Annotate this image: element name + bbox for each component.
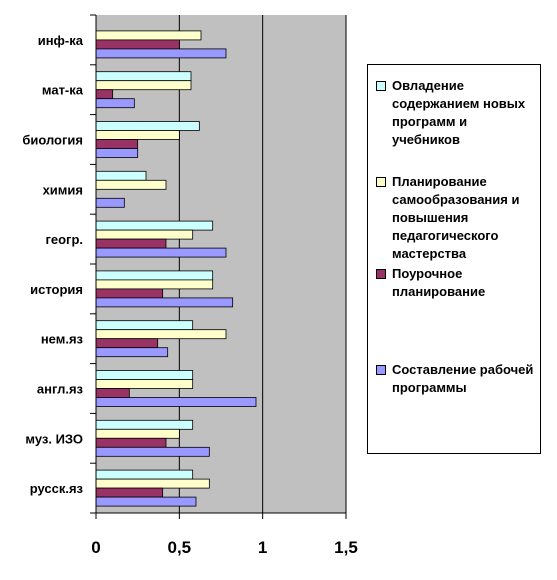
category-label: инф-ка	[38, 33, 84, 48]
bar	[95, 279, 214, 290]
legend-swatch	[376, 81, 386, 91]
bar	[95, 388, 130, 398]
bar	[95, 48, 227, 59]
bar	[95, 487, 164, 498]
category-label: мат-ка	[42, 83, 84, 98]
bar	[95, 220, 214, 231]
bar	[95, 320, 194, 331]
bar	[95, 80, 192, 91]
bar	[95, 130, 180, 140]
x-tick-label: 1	[258, 538, 267, 557]
bar	[95, 197, 125, 208]
bar	[95, 419, 194, 430]
bar	[95, 170, 147, 181]
category-labels: инф-ка мат-ка биология химия геогр. история не…	[22, 33, 83, 496]
legend-label: Поурочное планирование	[392, 266, 486, 299]
x-tick-label: 1,5	[334, 538, 358, 557]
bar	[95, 469, 194, 480]
category-label: англ.яз	[37, 382, 84, 397]
legend-item: Поурочное планирование	[376, 265, 538, 301]
bar	[95, 338, 159, 349]
bar	[95, 30, 202, 41]
bar	[95, 478, 210, 489]
x-tick-label: 0	[91, 538, 100, 557]
bars	[95, 30, 257, 507]
category-label: история	[30, 282, 83, 297]
category-label: муз. ИЗО	[25, 431, 83, 446]
bar	[95, 446, 210, 457]
bar	[95, 39, 180, 50]
bar	[95, 270, 214, 281]
bar	[95, 370, 194, 380]
legend-swatch	[376, 269, 386, 279]
bar	[95, 71, 192, 82]
bar	[95, 179, 167, 190]
bar	[95, 121, 200, 131]
bar	[95, 229, 194, 240]
legend-swatch	[376, 177, 386, 187]
bar	[95, 437, 167, 448]
x-tick-label: 0,5	[168, 538, 192, 557]
bar	[95, 238, 167, 249]
tick-labels: 0 0,5 1 1,5	[91, 538, 358, 557]
axes	[90, 14, 347, 519]
bar	[95, 288, 164, 299]
bar	[95, 98, 135, 109]
legend-swatch	[376, 365, 386, 375]
legend-label: Составление рабочей программы	[392, 362, 534, 395]
legend-item: Составление рабочей программы	[376, 361, 538, 397]
bar	[95, 247, 227, 258]
bar	[95, 297, 234, 308]
bar	[95, 379, 194, 389]
category-label: химия	[43, 182, 83, 197]
bar	[95, 329, 227, 340]
legend-label: Овладение содержанием новых программ и у…	[392, 78, 526, 147]
legend-label: Планирование самообразования и повышения…	[392, 174, 520, 261]
category-label: нем.яз	[41, 332, 84, 347]
bar	[95, 347, 169, 358]
category-label: геогр.	[45, 232, 83, 247]
bar	[95, 139, 139, 149]
category-label: биология	[22, 133, 83, 148]
bar	[95, 428, 180, 439]
legend-item: Планирование самообразования и повышения…	[376, 173, 538, 263]
bar	[95, 148, 139, 158]
bar	[95, 397, 257, 407]
bar	[95, 496, 197, 507]
category-label: русск.яз	[30, 481, 84, 496]
legend: Овладение содержанием новых программ и у…	[367, 64, 541, 454]
bar	[95, 89, 114, 100]
legend-item: Овладение содержанием новых программ и у…	[376, 77, 538, 149]
